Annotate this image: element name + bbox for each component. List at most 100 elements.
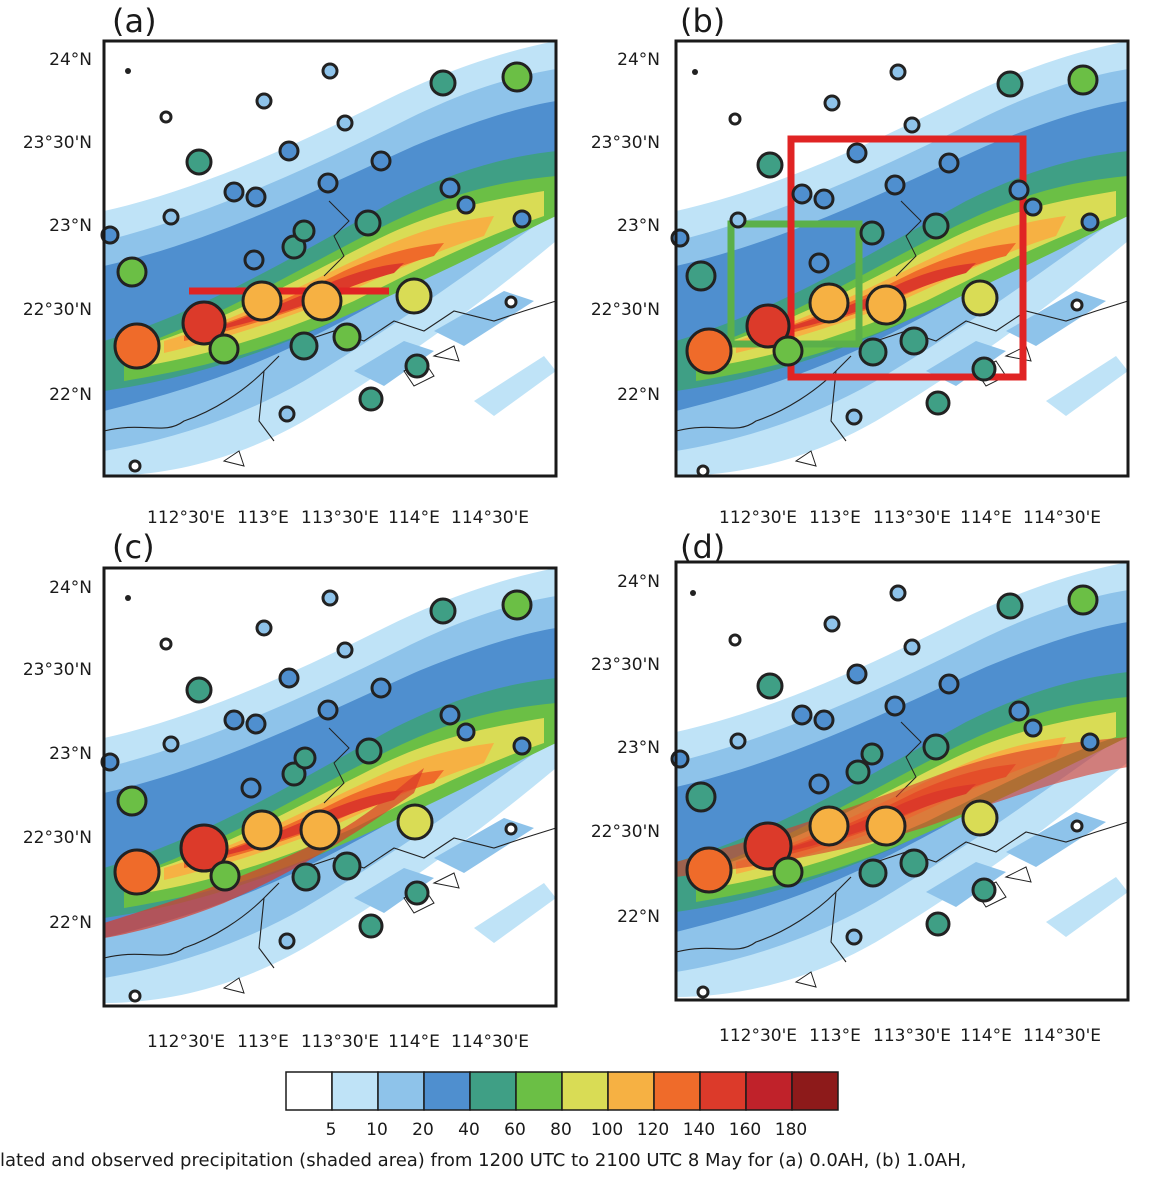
station-marker (512, 209, 532, 229)
station-marker (243, 249, 265, 271)
station-marker (162, 208, 180, 226)
station-marker (745, 303, 791, 349)
station-marker (938, 152, 960, 174)
xtick-a-0: 112°30'E (147, 508, 225, 528)
colorbar-label: 60 (504, 1120, 526, 1140)
station-marker (321, 589, 339, 607)
xtick-d-0: 112°30'E (719, 1026, 797, 1046)
station-marker (971, 356, 997, 382)
station-marker (358, 913, 384, 939)
station-marker (255, 619, 273, 637)
ytick-a-3: 22°30'N (22, 300, 92, 320)
station-marker (289, 331, 319, 361)
station-marker (439, 704, 461, 726)
xtick-d-3: 114°E (960, 1026, 1012, 1046)
station-marker (903, 116, 921, 134)
station-marker (223, 181, 245, 203)
station-marker (865, 284, 907, 326)
station-marker (728, 112, 742, 126)
station-marker (1008, 700, 1030, 722)
colorbar-label: 10 (366, 1120, 388, 1140)
station-marker (925, 390, 951, 416)
xtick-b-1: 113°E (809, 508, 861, 528)
station-marker (1080, 212, 1100, 232)
station-marker (1080, 732, 1100, 752)
station-marker (743, 821, 793, 871)
station-marker (439, 177, 461, 199)
station-marker (1067, 584, 1099, 616)
map-panel-a (100, 39, 558, 478)
xtick-b-2: 113°30'E (873, 508, 951, 528)
colorbar-swatch (791, 1071, 839, 1111)
station-marker (685, 846, 733, 894)
station-marker (808, 252, 830, 274)
station-marker (884, 695, 906, 717)
station-marker (395, 277, 433, 315)
station-marker (125, 68, 131, 74)
xtick-d-4: 114°30'E (1023, 1026, 1101, 1046)
station-marker (245, 713, 267, 735)
station-marker (961, 279, 999, 317)
station-marker (354, 209, 382, 237)
colorbar-label: 80 (550, 1120, 572, 1140)
station-marker (696, 985, 710, 999)
colorbar-labels: 5 10 20 40 60 80 100 120 140 160 180 (0, 1120, 1164, 1144)
station-marker (925, 911, 951, 937)
station-marker (859, 220, 885, 246)
station-marker (278, 405, 296, 423)
station-marker (1023, 197, 1043, 217)
xtick-a-4: 114°30'E (451, 508, 529, 528)
station-marker (670, 228, 690, 248)
colorbar-label: 40 (458, 1120, 480, 1140)
colorbar-label: 20 (412, 1120, 434, 1140)
station-marker (429, 69, 457, 97)
station-marker (185, 148, 213, 176)
station-marker (355, 737, 383, 765)
station-marker (961, 799, 999, 837)
colorbar-swatch (561, 1071, 609, 1111)
station-marker (396, 803, 434, 841)
xtick-d-1: 113°E (809, 1026, 861, 1046)
colorbar-label: 120 (636, 1120, 670, 1140)
station-marker (241, 280, 283, 322)
station-marker (162, 735, 180, 753)
panel-label-b: (b) (680, 2, 726, 40)
station-marker (293, 746, 317, 770)
colorbar-swatch (331, 1071, 379, 1111)
station-marker (971, 877, 997, 903)
station-marker (846, 663, 868, 685)
colorbar-label: 5 (325, 1120, 337, 1140)
station-marker (772, 335, 804, 367)
station-marker (404, 880, 430, 906)
station-marker (756, 672, 784, 700)
colorbar-label: 140 (682, 1120, 716, 1140)
station-marker (404, 353, 430, 379)
colorbar-swatch (377, 1071, 425, 1111)
station-marker (858, 858, 888, 888)
panel-label-d: (d) (680, 528, 726, 566)
station-marker (504, 822, 518, 836)
station-marker (504, 295, 518, 309)
station-marker (299, 809, 341, 851)
station-marker (996, 592, 1024, 620)
station-marker (922, 212, 950, 240)
ytick-a-1: 23°30'N (22, 133, 92, 153)
colorbar-swatch (515, 1071, 563, 1111)
station-marker (899, 848, 929, 878)
station-marker (791, 704, 813, 726)
station-marker (845, 928, 863, 946)
panel-label-c: (c) (112, 528, 155, 566)
station-marker (100, 752, 120, 772)
station-marker (903, 638, 921, 656)
station-marker (1008, 179, 1030, 201)
station-marker (1067, 64, 1099, 96)
station-marker (889, 63, 907, 81)
colorbar-swatch (469, 1071, 517, 1111)
station-marker (670, 749, 690, 769)
station-marker (823, 615, 841, 633)
station-marker (245, 186, 267, 208)
ytick-c-0: 24°N (49, 578, 92, 598)
colorbar-label: 180 (774, 1120, 808, 1140)
station-marker (116, 785, 148, 817)
xtick-b-4: 114°30'E (1023, 508, 1101, 528)
